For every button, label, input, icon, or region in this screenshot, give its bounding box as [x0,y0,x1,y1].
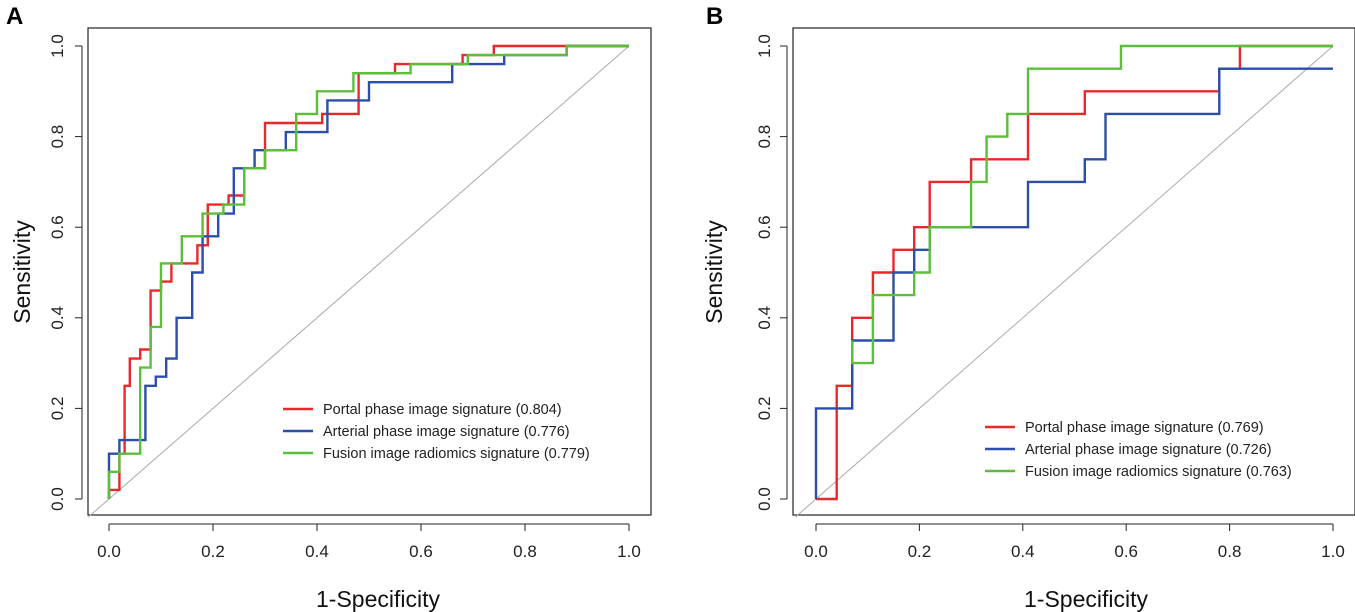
roc-curve-series-3 [851,44,1333,365]
panel-a-label: A [6,3,23,30]
panel-a-series [107,44,629,499]
x-tick-label: 1.0 [617,542,641,561]
panel-a-plot-frame [87,27,652,516]
panel-a-x-axis-title: 1-Specificity [316,586,440,612]
panel-b-x-axis: 0.0 0.2 0.4 0.6 0.8 1.0 [804,523,1345,561]
panel-b: B 0.0 0.2 0.4 0.6 0.8 1.0 0.00.20.40.60.81.0 … [701,3,1355,612]
legend-label: Fusion image radiomics signature (0.763) [1025,464,1292,480]
panel-b-series [814,44,1333,501]
y-tick-label: 0.6 [48,215,67,239]
panel-a-x-axis: 0.0 0.2 0.4 0.6 0.8 1.0 [97,523,641,561]
legend-label: Portal phase image signature (0.769) [1025,420,1264,436]
x-tick-label: 0.0 [804,542,828,561]
y-tick-label: 0.6 [755,215,774,239]
panel-a-y-axis: 0.0 0.2 0.4 0.6 0.8 1.0 [48,34,83,511]
legend-label: Arterial phase image signature (0.776) [323,424,570,440]
panel-a: A 0.0 0.2 0.4 0.6 0.8 1.0 0.00.20.40.60.81.0 … [6,3,652,612]
roc-curve-series-3 [107,44,629,499]
panel-a-y-axis-title: Sensitivity [9,220,35,324]
x-tick-label: 0.6 [1114,542,1138,561]
panel-a-reference-diagonal [87,45,630,518]
panel-b-y-axis-title: Sensitivity [701,220,727,324]
x-tick-label: 0.8 [1218,542,1242,561]
y-tick-label: 0.4 [48,306,67,330]
x-tick-label: 0.4 [305,542,329,561]
x-tick-label: 0.8 [513,542,537,561]
x-tick-label: 0.2 [908,542,932,561]
panel-b-legend: Portal phase image signature (0.769) Arte… [985,420,1292,480]
y-tick-label: 0.0 [755,487,774,511]
legend-label: Arterial phase image signature (0.726) [1025,442,1272,458]
panel-a-legend: Portal phase image signature (0.804) Arte… [283,402,590,462]
x-tick-label: 0.2 [201,542,225,561]
legend-label: Fusion image radiomics signature (0.779) [323,446,590,462]
y-tick-label: 1.0 [48,34,67,58]
x-tick-label: 1.0 [1321,542,1345,561]
panel-b-plot-frame [792,27,1355,516]
panel-b-label: B [706,3,723,30]
y-tick-label: 0.2 [48,397,67,421]
x-tick-label: 0.6 [409,542,433,561]
panel-b-x-axis-title: 1-Specificity [1024,586,1148,612]
legend-label: Portal phase image signature (0.804) [323,402,562,418]
y-tick-label: 0.2 [755,397,774,421]
y-tick-label: 0.4 [755,306,774,330]
panel-b-y-axis: 0.0 0.2 0.4 0.6 0.8 1.0 [755,34,788,511]
y-tick-label: 1.0 [755,34,774,58]
y-tick-label: 0.8 [755,125,774,149]
panel-b-reference-diagonal [794,45,1334,518]
y-tick-label: 0.8 [48,125,67,149]
y-tick-label: 0.0 [48,487,67,511]
x-tick-label: 0.4 [1011,542,1035,561]
x-tick-label: 0.0 [97,542,121,561]
